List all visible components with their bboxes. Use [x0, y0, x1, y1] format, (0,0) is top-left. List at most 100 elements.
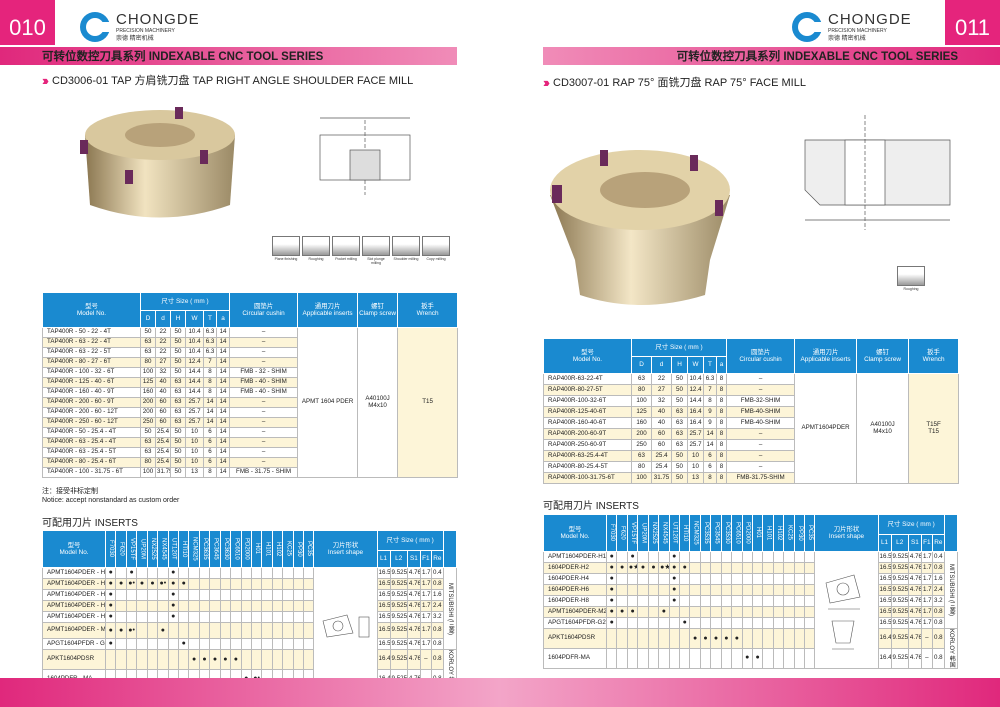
size-Re: 0.4	[430, 567, 444, 579]
size-L1: 16.5	[376, 611, 391, 623]
grade-empty	[804, 573, 816, 585]
grade-empty	[626, 628, 639, 649]
size-S1: 4.76	[406, 622, 421, 639]
wrench: T15F T15	[908, 373, 960, 484]
grade-empty	[198, 600, 211, 612]
grade-empty	[115, 567, 127, 579]
value-cell: 10.4	[185, 327, 204, 338]
grade-empty	[157, 649, 169, 670]
value-cell: 14	[215, 367, 231, 378]
grade-empty	[188, 622, 200, 639]
value-cell: 14.4	[185, 387, 204, 398]
grade-empty	[303, 638, 315, 650]
value-cell: 22	[155, 337, 171, 348]
value-cell: 14	[215, 437, 231, 448]
size-F1: 1.7	[920, 595, 933, 607]
header-grade-VP15TF: VP15TF	[125, 530, 138, 568]
grade-empty	[637, 584, 649, 596]
grade-empty	[146, 622, 159, 639]
grade-empty	[658, 628, 670, 649]
size-S1: 4.76	[907, 617, 922, 629]
value-cell: 50	[671, 472, 688, 484]
grade-mark-dot: ●	[125, 567, 138, 579]
grade-empty	[689, 584, 701, 596]
header-grade-PD2000: PD2000	[741, 514, 753, 552]
grade-empty	[741, 595, 753, 607]
machining-type-icon: Shoulder milling	[392, 236, 420, 261]
grade-mark-dot: ●	[626, 606, 639, 618]
grade-empty	[303, 622, 315, 639]
grade-empty	[772, 562, 785, 574]
value-cell: 6.3	[203, 347, 217, 358]
value-cell: 8	[715, 472, 728, 484]
value-cell: –	[726, 450, 796, 462]
value-cell: 8	[703, 395, 717, 407]
insert-model: APMT1604PDER - H8	[41, 611, 107, 623]
grade-empty	[261, 567, 273, 579]
value-cell: 14	[215, 377, 231, 388]
grade-empty	[804, 606, 816, 618]
insert-row: APGT1604PFDR-G2 ● ● 16.5 9.525 4.76 1.7 0.8	[542, 617, 958, 629]
size-S1: 4.76	[406, 589, 421, 601]
size-L1: 16.5	[877, 606, 892, 618]
grade-empty	[271, 600, 284, 612]
size-S1: 4.76	[907, 595, 922, 607]
value-cell: 10	[687, 461, 704, 473]
header-S1: S1	[907, 534, 922, 552]
grade-mark-dot: ●	[616, 606, 628, 618]
value-cell: 50	[170, 367, 186, 378]
value-cell: 63	[170, 377, 186, 388]
series-band-right: 可转位数控刀具系列 INDEXABLE CNC TOOL SERIES	[543, 47, 1000, 65]
table-row: TAP400R - 80 - 25.4 - 6T 80 25.4 50 10 6 14–	[42, 457, 458, 468]
grade-empty	[177, 567, 190, 579]
grade-empty	[731, 551, 743, 563]
inserts-table: 型号 Model No. F7030 F620 VP15TF UP20M NX2525 NX…	[542, 514, 959, 669]
grade-empty	[292, 638, 305, 650]
value-cell: –	[229, 327, 299, 338]
header-d: d	[651, 356, 672, 374]
grade-empty	[282, 611, 294, 623]
grade-mark-dot: ●	[230, 649, 242, 670]
grade-empty	[772, 628, 785, 649]
grade-mark-dot: ●	[731, 628, 743, 649]
grade-empty	[303, 567, 315, 579]
value-cell: FMB-31.75-SHIM	[726, 472, 796, 484]
grade-empty	[772, 647, 785, 669]
grade-mark-dot: ●	[606, 617, 618, 629]
table-row: RAP400R-200-60-9T 200 60 63 25.7 14 8–	[543, 428, 959, 440]
grade-empty	[188, 589, 200, 601]
grade-mark-dot: ●	[606, 562, 618, 574]
grade-empty	[720, 595, 733, 607]
table-row: TAP400R - 50 - 22 - 4T 50 22 50 10.4 6.3 14– AP…	[42, 327, 459, 478]
page-number-right: 011	[945, 0, 1000, 45]
value-cell: 14	[203, 397, 217, 408]
value-cell: 160	[631, 417, 652, 429]
machining-types-left: Plane finishing Roughing Pocket milling Slo…	[272, 236, 462, 265]
header-S1: S1	[406, 550, 421, 568]
grade-empty	[731, 573, 743, 585]
model-cell: TAP400R - 200 - 60 - 12T	[42, 407, 141, 418]
grade-mark-dot: ●	[105, 567, 117, 579]
size-Re: 0.8	[931, 617, 945, 629]
value-cell: 50	[671, 373, 688, 385]
value-cell: –	[726, 461, 796, 473]
title-text: CD3007-01 RAP 75° 面铣刀盘 RAP 75° FACE MILL	[553, 77, 806, 89]
value-cell: 10.4	[687, 373, 704, 385]
model-cell: TAP400R - 125 - 40 - 6T	[42, 377, 141, 388]
size-F1: 1.7	[419, 611, 432, 623]
header-insert-shape: 刀片形状 Insert shape	[313, 530, 378, 568]
grade-empty	[741, 606, 753, 618]
grade-empty	[198, 567, 211, 579]
machining-label: Plane finishing	[274, 257, 298, 261]
grade-mark-dot: ●	[167, 589, 180, 601]
grade-empty	[626, 573, 639, 585]
grade-empty	[626, 617, 639, 629]
insert-shape-icon	[323, 614, 370, 638]
grade-empty	[136, 611, 148, 623]
insert-shape-icon	[826, 575, 861, 650]
grade-empty	[804, 584, 816, 596]
header-a: a	[215, 310, 231, 328]
value-cell: 60	[155, 417, 171, 428]
grade-empty	[115, 611, 127, 623]
inserts-table: 型号 Model No. F7030 F620 VP15TF UP20M NX2525 NX…	[41, 530, 458, 690]
